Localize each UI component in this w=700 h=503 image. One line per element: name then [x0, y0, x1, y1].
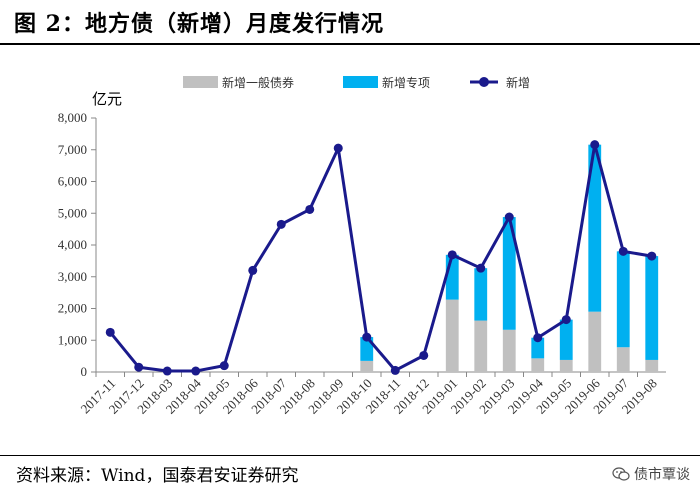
- line-point: [533, 333, 543, 343]
- source-note: 资料来源：Wind，国泰君安证券研究: [16, 466, 299, 486]
- watermark-text: 债市覃谈: [634, 467, 690, 483]
- line-point: [647, 251, 657, 261]
- y-tick-label: 8,000: [58, 110, 87, 125]
- line-point: [248, 265, 258, 275]
- line-point: [134, 362, 144, 372]
- bar-special-bond: [645, 256, 659, 360]
- bar-general-bond: [616, 347, 630, 372]
- y-tick-label: 5,000: [58, 205, 87, 220]
- bar-special-bond: [502, 217, 516, 330]
- new-local-bond-issuance-chart: 新增一般债券 新增专项 新增 亿元 0 1,000 2,000 3,000 4,000 5,0…: [58, 75, 666, 417]
- line-point: [162, 366, 172, 376]
- legend-label: 新增: [506, 75, 530, 90]
- line-point: [618, 246, 628, 256]
- line-point: [476, 263, 486, 273]
- bar-general-bond: [531, 358, 545, 372]
- line-point: [561, 315, 571, 325]
- bar-special-bond: [559, 319, 573, 360]
- line-point: [390, 365, 400, 375]
- bar-special-bond: [474, 268, 488, 321]
- bar-special-bond: [445, 254, 459, 300]
- line-point: [504, 212, 514, 222]
- watermark: 债市覃谈: [612, 464, 690, 484]
- line-point: [333, 143, 343, 153]
- bar-general-bond: [445, 299, 459, 372]
- y-axis-unit-label: 亿元: [92, 90, 122, 108]
- line-point: [447, 250, 457, 260]
- line-point: [191, 366, 201, 376]
- bar-general-bond: [360, 360, 374, 372]
- legend-marker: [479, 77, 489, 87]
- line-point: [219, 361, 229, 371]
- y-tick-label: 3,000: [58, 269, 87, 284]
- chart-legend: 新增一般债券 新增专项 新增: [183, 75, 530, 90]
- legend-item-new-total: 新增: [470, 75, 530, 90]
- y-tick-label: 7,000: [58, 142, 87, 157]
- line-point: [305, 204, 315, 214]
- bar-general-bond: [588, 311, 602, 372]
- title-divider: [0, 43, 700, 45]
- legend-label: 新增专项: [382, 75, 430, 90]
- line-point: [419, 350, 429, 360]
- legend-item-general-bond: 新增一般债券: [183, 75, 294, 90]
- bar-general-bond: [502, 329, 516, 372]
- figure-title: 图 2：地方债（新增）月度发行情况: [14, 11, 384, 37]
- y-tick-label: 2,000: [58, 301, 87, 316]
- bar-general-bond: [559, 359, 573, 372]
- bar-series-group: [360, 144, 659, 372]
- line-point: [362, 332, 372, 342]
- y-axis: 0 1,000 2,000 3,000 4,000 5,000 6,000 7,000 8,00…: [58, 110, 97, 379]
- bar-special-bond: [588, 144, 602, 312]
- bar-general-bond: [474, 320, 488, 372]
- bar-general-bond: [645, 359, 659, 372]
- y-tick-label: 6,000: [58, 174, 87, 189]
- line-point: [105, 327, 115, 337]
- legend-item-special-bond: 新增专项: [343, 75, 430, 90]
- source-divider: [0, 455, 700, 456]
- line-new-issuance: [109, 143, 652, 373]
- legend-swatch: [183, 76, 218, 88]
- legend-label: 新增一般债券: [222, 75, 294, 90]
- bar-special-bond: [531, 337, 545, 359]
- line-point: [276, 219, 286, 229]
- legend-swatch: [343, 76, 378, 88]
- wechat-icon: [612, 467, 630, 481]
- y-tick-label: 4,000: [58, 237, 87, 252]
- line-series-group: [105, 140, 657, 376]
- y-tick-label: 1,000: [58, 332, 87, 347]
- x-axis: 2017-112017-122018-032018-042018-052018-…: [77, 371, 666, 417]
- line-point: [590, 140, 600, 150]
- y-tick-label: 0: [81, 364, 88, 379]
- bar-special-bond: [616, 251, 630, 348]
